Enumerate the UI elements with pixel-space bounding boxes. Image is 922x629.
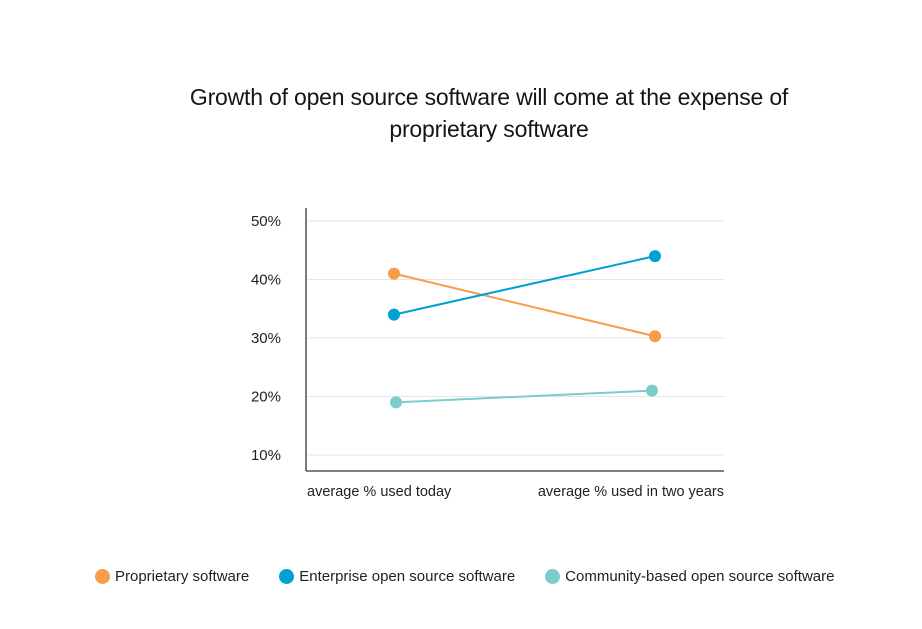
legend-dot-icon <box>95 569 110 584</box>
data-point <box>649 330 661 343</box>
legend-dot-icon <box>279 569 295 584</box>
chart-title-line-2: proprietary software <box>389 116 589 142</box>
legend-label: Community-based open source software <box>565 568 835 585</box>
y-tick-label: 40% <box>251 272 281 289</box>
x-tick-label-today: average % used today <box>307 484 452 500</box>
series-line <box>393 255 656 316</box>
legend: Proprietary software Enterprise open sou… <box>95 568 864 585</box>
data-point <box>388 267 400 280</box>
series-group <box>388 250 661 409</box>
chart-title: Growth of open source software will come… <box>0 81 922 145</box>
y-tick-label: 20% <box>251 389 281 406</box>
legend-dot-icon <box>545 569 561 584</box>
series-community-based-open-source-software <box>390 384 658 409</box>
data-point <box>649 250 661 263</box>
legend-item-enterprise[interactable]: Enterprise open source software <box>279 568 515 585</box>
data-point <box>390 396 402 409</box>
y-tick-label: 50% <box>251 213 281 230</box>
legend-item-community[interactable]: Community-based open source software <box>545 568 834 585</box>
legend-label: Proprietary software <box>115 568 250 585</box>
series-enterprise-open-source-software <box>388 250 661 321</box>
chart-title-line-1: Growth of open source software will come… <box>189 84 789 110</box>
series-line <box>393 272 656 338</box>
data-point <box>388 308 400 321</box>
series-line <box>395 389 653 404</box>
y-tick-label: 10% <box>251 447 281 464</box>
series-proprietary-software <box>388 267 661 343</box>
y-axis-ticks: 50% 40% 30% 20% 10% <box>251 213 281 464</box>
y-tick-label: 30% <box>251 330 281 347</box>
data-point <box>646 384 658 397</box>
x-tick-label-two-years: average % used in two years <box>538 484 724 500</box>
legend-label: Enterprise open source software <box>299 568 516 585</box>
x-axis-ticks: average % used today average % used in t… <box>307 484 724 500</box>
legend-item-proprietary[interactable]: Proprietary software <box>95 568 249 585</box>
gridlines <box>306 220 724 456</box>
